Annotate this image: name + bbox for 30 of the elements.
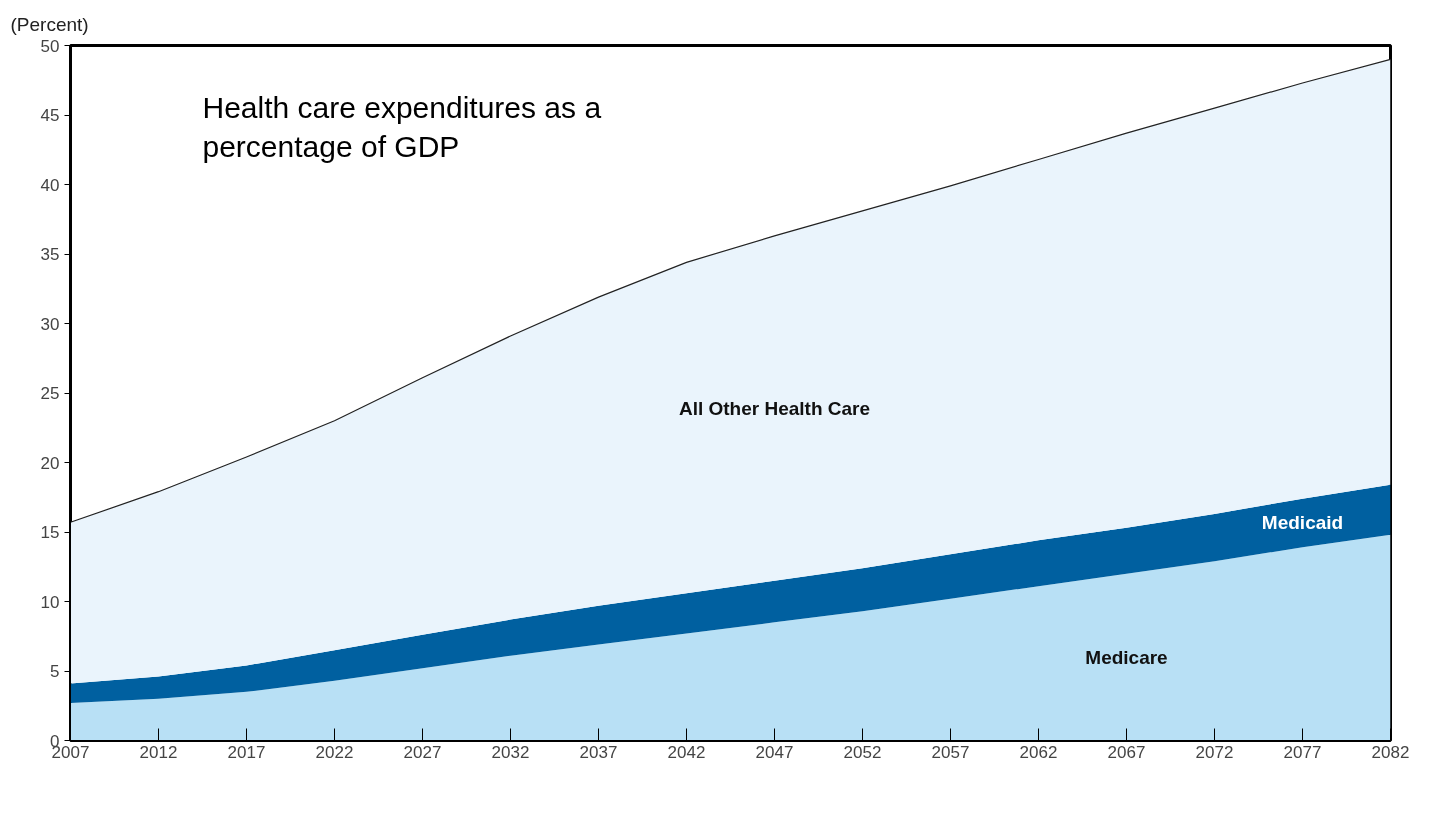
x-tick-label: 2027 [403, 742, 442, 762]
y-axis-title: (Percent) [10, 13, 89, 35]
x-tick-label: 2042 [667, 742, 706, 762]
series-label: Medicare [1085, 646, 1168, 668]
y-tick-label: 40 [40, 175, 60, 195]
x-tick-label: 2077 [1283, 742, 1322, 762]
x-tick-label: 2072 [1195, 742, 1234, 762]
y-tick-label: 20 [40, 453, 60, 473]
y-tick-label: 15 [40, 523, 60, 542]
y-tick-label: 10 [40, 592, 60, 612]
text: Health care expenditures as a percentage of GDP [202, 90, 602, 164]
y-tick-label: 30 [40, 314, 60, 334]
x-tick-label: 2017 [227, 742, 266, 762]
series-label: Medicaid [1261, 512, 1344, 534]
y-tick-label: 25 [40, 384, 60, 403]
x-tick-label: 2082 [1371, 742, 1410, 762]
x-tick-label: 2022 [315, 742, 354, 762]
y-tick-label: 35 [40, 245, 60, 264]
x-tick-label: 2012 [139, 742, 178, 762]
x-tick-label: 2062 [1019, 742, 1058, 762]
x-tick-label: 2047 [755, 742, 794, 762]
x-tick-label: 2067 [1107, 742, 1146, 762]
x-tick-label: 2032 [491, 742, 530, 762]
series-label: All Other Health Care [678, 397, 871, 419]
x-tick-label: 2037 [579, 742, 618, 762]
y-tick-label: 5 [50, 662, 60, 681]
x-tick-label: 2057 [931, 742, 970, 762]
y-tick-label: 45 [40, 106, 60, 125]
y-tick-label: 50 [40, 36, 60, 56]
x-tick-label: 2052 [843, 742, 882, 762]
